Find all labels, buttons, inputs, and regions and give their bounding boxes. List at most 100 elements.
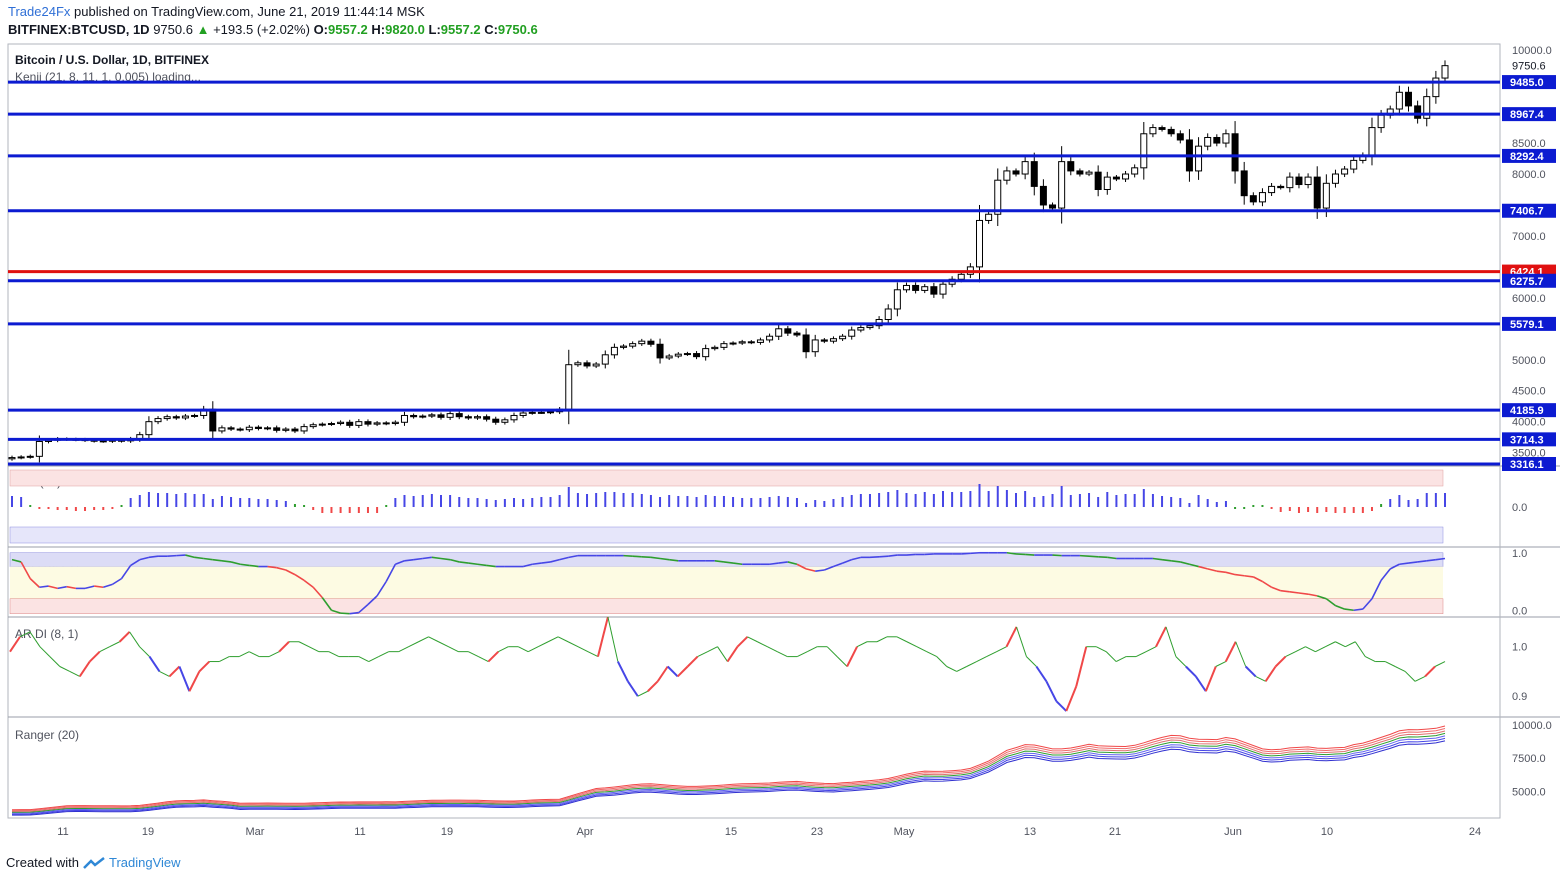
tdi-line-segment xyxy=(559,556,569,561)
ardi-line-segment xyxy=(1384,661,1396,667)
candle-body xyxy=(820,339,828,342)
candle-body xyxy=(1404,91,1412,107)
tdi-line-segment xyxy=(212,558,223,562)
ranger-band-line xyxy=(11,728,1446,812)
tdi-line-segment xyxy=(1417,560,1427,563)
time-axis-tick-label: 21 xyxy=(1109,826,1121,838)
candle-body xyxy=(236,428,244,431)
ardi-line-segment xyxy=(976,656,987,662)
ardi-line-segment xyxy=(1414,675,1426,682)
candle-body xyxy=(1076,170,1084,175)
candle-body xyxy=(756,339,764,343)
candle-body xyxy=(1213,136,1221,144)
tdi-line-segment xyxy=(148,555,159,559)
tdi-line-segment xyxy=(1015,553,1026,556)
ardi-line-segment xyxy=(1285,651,1296,658)
ardi-line-segment xyxy=(637,690,649,697)
candle-body xyxy=(291,428,299,432)
tdi-line-segment xyxy=(440,557,451,561)
tdi-line-segment xyxy=(778,561,788,564)
candle-body xyxy=(802,334,810,353)
ardi-line-segment xyxy=(1185,665,1197,678)
tdi-line-segment xyxy=(1171,560,1181,563)
tdi-line-segment xyxy=(851,556,862,561)
tdi-line-segment xyxy=(477,563,487,567)
ardi-line-segment xyxy=(188,671,201,692)
candle-body xyxy=(839,335,847,340)
tdi-line-segment xyxy=(1271,586,1281,592)
published-text: published on TradingView.com, June 21, 2… xyxy=(74,4,425,19)
candle-body xyxy=(1322,182,1330,209)
last-price: 9750.6 xyxy=(153,22,193,37)
candle-body xyxy=(473,416,481,419)
ardi-line-segment xyxy=(109,641,120,648)
ardi-line-segment xyxy=(667,665,679,678)
candle-body xyxy=(1313,176,1321,209)
candle-body xyxy=(893,289,901,310)
ardi-line-segment xyxy=(896,636,908,643)
candle-body xyxy=(1240,170,1248,197)
tradingview-logo-icon xyxy=(83,856,105,869)
close-label: C: xyxy=(484,22,498,37)
ardi-line-segment xyxy=(219,656,230,662)
ardi-line-segment xyxy=(418,636,429,643)
candle-body xyxy=(1058,161,1066,209)
candle-body xyxy=(1039,185,1047,206)
ardi-line-segment xyxy=(876,636,888,643)
ardi-line-segment xyxy=(129,631,140,647)
ardi-line-segment xyxy=(627,680,639,697)
ardi-line-segment xyxy=(856,641,868,648)
ardi-line-segment xyxy=(587,651,599,658)
ardi-line-segment xyxy=(607,616,619,662)
tdi-line-segment xyxy=(103,583,113,589)
footer: Created with TradingView xyxy=(6,855,181,870)
candle-body xyxy=(1441,65,1449,79)
tdi-line-segment xyxy=(395,560,405,565)
ranger-axis-tick-label: 7500.0 xyxy=(1512,753,1546,765)
level-price-label: 6275.7 xyxy=(1510,276,1544,288)
tdi-line-segment xyxy=(1380,568,1391,581)
tdi-axis-tick-label: 1.0 xyxy=(1512,548,1527,560)
candle-body xyxy=(382,422,390,425)
candle-body xyxy=(327,423,335,426)
ardi-line-segment xyxy=(308,646,320,653)
ardi-line-segment xyxy=(1335,641,1346,648)
publisher-name[interactable]: Trade24Fx xyxy=(8,4,71,19)
candle-body xyxy=(437,414,445,418)
tdi-line-segment xyxy=(39,585,49,589)
time-axis-tick-label: 10 xyxy=(1321,826,1333,838)
ardi-line-segment xyxy=(596,616,609,657)
up-arrow-icon: ▲ xyxy=(196,22,210,37)
ardi-line-segment xyxy=(1235,641,1247,667)
candle-body xyxy=(282,428,290,431)
ardi-line-segment xyxy=(567,641,579,648)
candle-body xyxy=(601,354,609,365)
tdi-line-segment xyxy=(1408,561,1418,564)
tdi-line-segment xyxy=(358,603,369,614)
tdi-line-segment xyxy=(29,578,40,588)
candle-body xyxy=(720,343,728,348)
candle-body xyxy=(1341,168,1349,175)
ardi-line-segment xyxy=(1325,641,1336,648)
tdi-line-segment xyxy=(723,561,734,564)
last-price-label: 9750.6 xyxy=(1512,61,1546,73)
ardi-line-segment xyxy=(1145,646,1157,653)
tdi-line-segment xyxy=(385,563,397,582)
msi-upper-band xyxy=(9,469,1444,487)
candle-body xyxy=(610,346,618,356)
ranger-axis-tick-label: 10000.0 xyxy=(1512,720,1552,732)
candle-body xyxy=(620,345,628,348)
ardi-line-segment xyxy=(1215,661,1226,667)
candle-body xyxy=(583,362,591,367)
candle-body xyxy=(1131,167,1139,175)
tradingview-brand[interactable]: TradingView xyxy=(108,855,181,870)
ardi-line-segment xyxy=(1264,665,1277,682)
tdi-line-segment xyxy=(111,577,122,586)
tdi-line-segment xyxy=(970,551,980,555)
ardi-line-segment xyxy=(518,646,529,653)
chart-frame xyxy=(7,43,1501,819)
tdi-line-segment xyxy=(1371,579,1382,600)
candle-body xyxy=(172,416,180,419)
level-price-badge xyxy=(1502,273,1556,288)
